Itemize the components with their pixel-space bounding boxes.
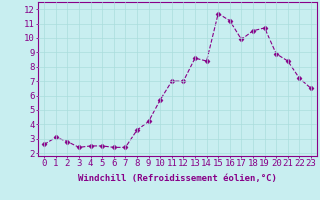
- X-axis label: Windchill (Refroidissement éolien,°C): Windchill (Refroidissement éolien,°C): [78, 174, 277, 183]
